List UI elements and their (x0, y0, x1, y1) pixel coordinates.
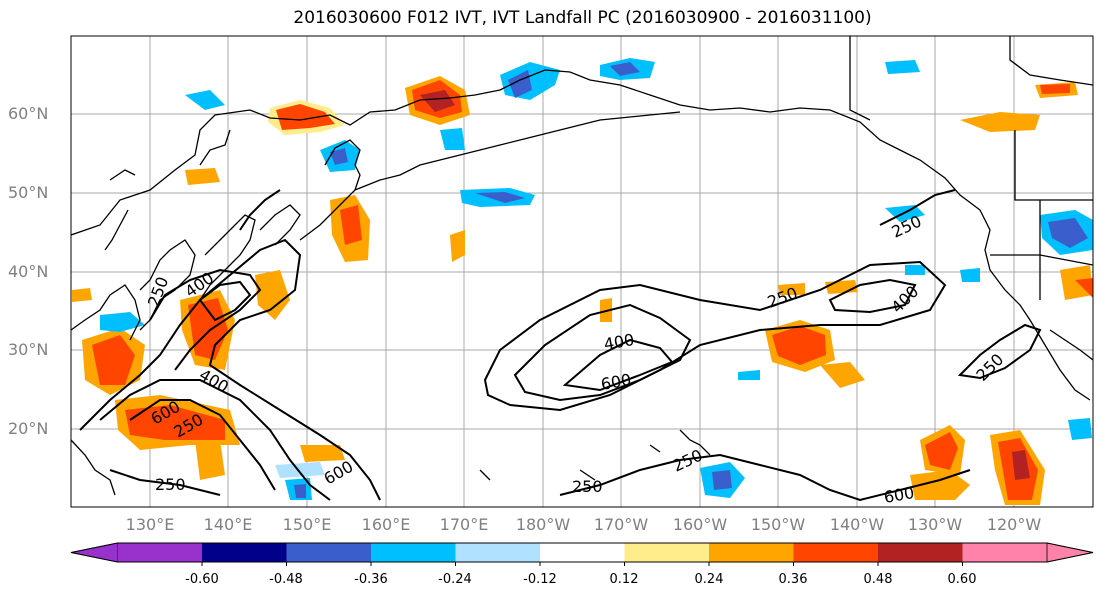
lat-label: 30°N (8, 340, 49, 359)
lon-label: 150°W (750, 515, 806, 534)
colorbar-tick-label: -0.24 (438, 572, 472, 587)
colorbar-tick-label: 0.24 (694, 572, 724, 587)
lon-label: 160°W (672, 515, 728, 534)
colorbar-segment (709, 543, 794, 562)
map-frame (70, 35, 1094, 508)
contour-label: 250 (155, 475, 186, 494)
colorbar-tick-label: 0.36 (778, 572, 808, 587)
colorbar-segment (455, 543, 540, 562)
colorbar-segment (962, 543, 1047, 562)
colorbar-segment (286, 543, 371, 562)
colorbar-arrow-right (1046, 542, 1094, 563)
colorbar-segment (793, 543, 878, 562)
lon-label: 120°W (986, 515, 1042, 534)
map-title: 2016030600 F012 IVT, IVT Landfall PC (20… (293, 8, 872, 28)
lon-label: 130°E (125, 515, 175, 534)
positive-pc-patches (72, 76, 1093, 505)
colorbar-tick-label: 0.12 (609, 572, 639, 587)
colorbar-segment (202, 543, 287, 562)
ivt-contours (79, 189, 1042, 502)
lat-label: 50°N (8, 183, 49, 202)
colorbar-segment (117, 543, 202, 562)
lon-label: 140°W (829, 515, 885, 534)
lon-label: 150°E (282, 515, 332, 534)
colorbar-outline (70, 542, 1094, 563)
colorbar-tick-label: -0.48 (269, 572, 303, 587)
lat-label: 40°N (8, 262, 49, 281)
colorbar-arrow-left (70, 542, 118, 563)
lat-label: 60°N (8, 104, 49, 123)
lon-label: 180°W (515, 515, 571, 534)
contour-label: 250 (572, 477, 603, 496)
colorbar-tick-label: 0.60 (947, 572, 977, 587)
colorbar-segment (540, 543, 625, 562)
negative-pc-patches (100, 58, 1093, 500)
colorbar-tick-label: -0.12 (523, 572, 557, 587)
lon-label: 160°E (361, 515, 411, 534)
colorbar-segment (624, 543, 709, 562)
lon-label: 170°E (439, 515, 489, 534)
colorbar-tick-label: 0.48 (863, 572, 893, 587)
lon-label: 130°W (907, 515, 963, 534)
colorbar-tick-label: -0.60 (185, 572, 219, 587)
colorbar-segment (371, 543, 456, 562)
lon-label: 170°W (593, 515, 649, 534)
colorbar-tick-label: -0.36 (354, 572, 388, 587)
lat-label: 20°N (8, 419, 49, 438)
coastlines (71, 36, 1093, 496)
colorbar-segment (878, 543, 963, 562)
lon-label: 140°E (203, 515, 253, 534)
